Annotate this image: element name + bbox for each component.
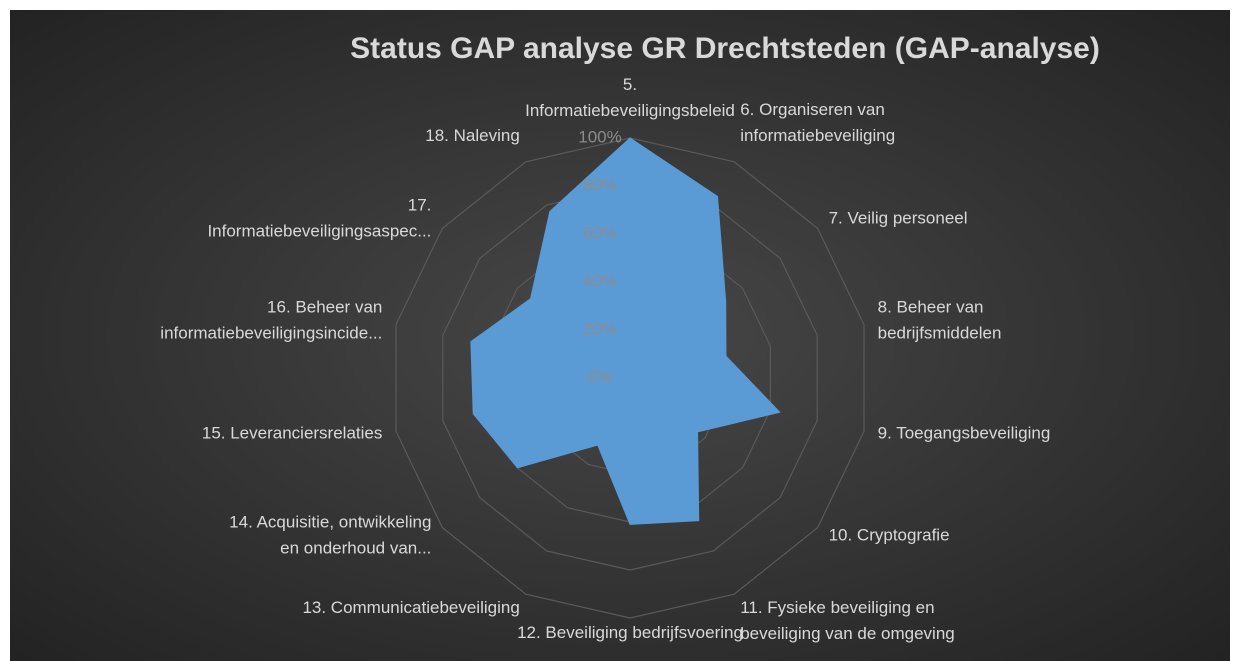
category-label: 12. Beveiliging bedrijfsvoering	[517, 623, 743, 642]
y-tick-label: 40%	[583, 271, 617, 290]
y-tick-label: 60%	[583, 223, 617, 242]
category-label-line: 9. Toegangsbeveiliging	[878, 424, 1051, 443]
category-label-line: 13. Communicatiebeveiliging	[302, 598, 519, 617]
category-label: 9. Toegangsbeveiliging	[878, 424, 1051, 443]
category-label-line: 18. Naleving	[425, 127, 520, 146]
grid-line	[395, 137, 865, 619]
category-label: 18. Naleving	[425, 127, 520, 146]
category-label-line: 5.	[623, 75, 637, 94]
category-label-line: 10. Cryptografie	[829, 526, 950, 545]
category-label: 7. Veilig personeel	[829, 209, 968, 228]
category-label: 15. Leveranciersrelaties	[202, 424, 382, 443]
category-label-line: 15. Leveranciersrelaties	[202, 424, 382, 443]
category-label: 16. Beheer van informatiebeveiligingsinci…	[160, 298, 382, 343]
grid-line	[442, 185, 818, 571]
category-label-line: bedrijfsmiddelen	[878, 324, 1002, 343]
y-tick-label: 0%	[588, 367, 613, 386]
category-label-line: Informatiebeveiligingsaspec...	[207, 222, 431, 241]
category-label-line: 17.	[408, 196, 432, 215]
category-label: 17. Informatiebeveiligingsaspec...	[207, 196, 431, 241]
category-label: 5. Informatiebeveiligingsbeleid	[525, 75, 735, 120]
category-label-line: 8. Beheer van	[878, 298, 984, 317]
chart-title: Status GAP analyse GR Drechtsteden (GAP-…	[350, 32, 1100, 65]
category-label: 14. Acquisitie, ontwikkeling en onderhoud…	[229, 513, 431, 558]
category-label-line: 6. Organiseren van	[740, 101, 885, 120]
category-label-line: 7. Veilig personeel	[829, 209, 968, 228]
category-label-line: 14. Acquisitie, ontwikkeling	[229, 513, 431, 532]
y-tick-label: 80%	[583, 175, 617, 194]
category-label: 8. Beheer van bedrijfsmiddelen	[878, 298, 1002, 343]
category-label-line: informatiebeveiliging	[740, 127, 895, 146]
category-label-line: beveiliging van de omgeving	[740, 624, 955, 643]
y-tick-label: 20%	[583, 319, 617, 338]
category-label-line: en onderhoud van...	[280, 539, 431, 558]
series-area	[470, 137, 781, 525]
category-label: 10. Cryptografie	[829, 526, 950, 545]
category-label-line: 11. Fysieke beveiliging en	[740, 598, 934, 617]
category-label-line: informatiebeveiligingsincide...	[160, 324, 382, 343]
category-label: 13. Communicatiebeveiliging	[302, 598, 519, 617]
y-tick-label: 100%	[578, 127, 621, 146]
category-label-line: 12. Beveiliging bedrijfsvoering	[517, 623, 743, 642]
category-label-line: Informatiebeveiligingsbeleid	[525, 101, 735, 120]
category-label: 6. Organiseren van informatiebeveiliging	[740, 101, 895, 146]
category-label: 11. Fysieke beveiliging en beveiliging va…	[740, 598, 955, 643]
category-label-line: 16. Beheer van	[267, 298, 382, 317]
